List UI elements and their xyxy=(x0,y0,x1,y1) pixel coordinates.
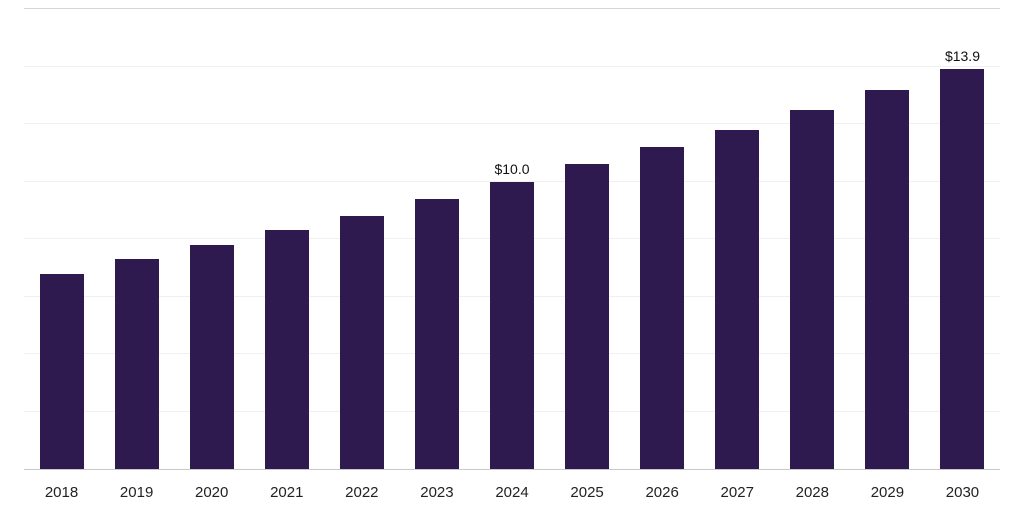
bar-2030 xyxy=(940,69,985,469)
bar-2026 xyxy=(640,147,685,469)
x-tick-label: 2023 xyxy=(420,484,454,501)
bar-2019 xyxy=(114,259,159,469)
bar-slot xyxy=(625,9,700,469)
bar-slot: $13.9 xyxy=(925,9,1000,469)
bar-2028 xyxy=(790,109,835,469)
x-tick-label: 2022 xyxy=(345,484,379,501)
bar-slot xyxy=(399,9,474,469)
x-axis-labels: 2018 2019 2020 2021 2022 2023 2024 2025 2026 2027… xyxy=(24,470,1000,501)
bars: $10.0 $13.9 xyxy=(24,9,1000,469)
bar-2018 xyxy=(39,273,84,469)
bar-value-label: $10.0 xyxy=(494,160,530,177)
bar-2024 xyxy=(490,181,534,469)
bar-slot xyxy=(775,9,850,469)
x-tick-label: 2029 xyxy=(870,484,905,501)
bar-2025 xyxy=(565,164,610,469)
bar-slot xyxy=(700,9,775,469)
gridline xyxy=(24,180,1000,182)
bar-slot xyxy=(24,9,99,469)
x-tick-label: 2018 xyxy=(44,484,79,501)
x-tick-label: 2020 xyxy=(195,484,229,501)
bar-value-label: $13.9 xyxy=(944,48,980,65)
bar-slot: $10.0 xyxy=(474,9,549,469)
x-tick-label: 2021 xyxy=(270,484,304,501)
x-tick-label: 2025 xyxy=(570,484,604,501)
bar-slot xyxy=(850,9,925,469)
x-tick-label: 2027 xyxy=(720,484,754,501)
bar-2021 xyxy=(264,230,309,469)
x-tick-label: 2026 xyxy=(645,484,679,501)
bar-2022 xyxy=(339,216,384,469)
bar-slot xyxy=(324,9,399,469)
x-tick-label: 2019 xyxy=(119,484,154,501)
bar-2029 xyxy=(865,89,910,469)
bar-slot xyxy=(174,9,249,469)
bar-2023 xyxy=(414,198,459,469)
x-tick-label: 2024 xyxy=(495,484,529,501)
plot-area: $10.0 $13.9 xyxy=(24,8,1000,470)
bar-slot xyxy=(249,9,324,469)
bar-slot xyxy=(99,9,174,469)
bar-2027 xyxy=(715,129,760,469)
bar-2020 xyxy=(189,244,234,469)
x-tick-label: 2030 xyxy=(945,484,980,501)
x-tick-label: 2028 xyxy=(795,484,829,501)
bar-slot xyxy=(550,9,625,469)
gridline xyxy=(24,123,1000,124)
gridline xyxy=(24,65,1000,67)
